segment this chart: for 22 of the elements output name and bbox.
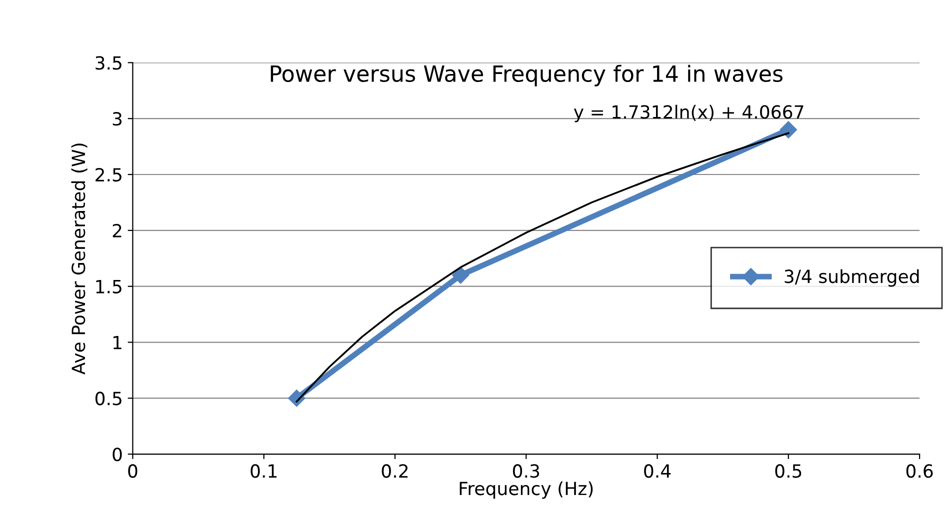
point — [780, 121, 797, 138]
y-tick-label: 2.5 — [96, 168, 122, 182]
x-tick-label: 0.1 — [250, 464, 277, 478]
x-tick-label: 0.3 — [512, 464, 540, 478]
y-axis-title: Ave Power Generated (W) — [71, 144, 88, 375]
x-tick-label: 0.4 — [644, 464, 671, 478]
annotation: y = 1.7312ln(x) + 4.0667 — [574, 104, 804, 122]
y-tick-label: 3.5 — [96, 56, 122, 70]
y-tick-label: 2 — [112, 224, 122, 238]
x-tick-label: 0 — [128, 464, 138, 478]
x-axis-title: Frequency (Hz) — [460, 481, 593, 499]
y-tick-label: 0 — [112, 448, 122, 462]
y-tick-label: 1.5 — [96, 280, 122, 294]
x-tick-label: 0.5 — [775, 464, 802, 478]
y-tick-label: 0.5 — [95, 392, 122, 406]
point — [452, 266, 470, 284]
legend-label: 3/4 submerged — [784, 269, 919, 287]
y-tick-label: 1 — [113, 336, 122, 350]
x-tick-label: 0.2 — [382, 464, 408, 478]
chart-title: Power versus Wave Frequency for 14 in waves — [270, 64, 783, 86]
y-tick-label: 3 — [112, 112, 122, 126]
x-tick-label: 0.6 — [906, 464, 933, 478]
